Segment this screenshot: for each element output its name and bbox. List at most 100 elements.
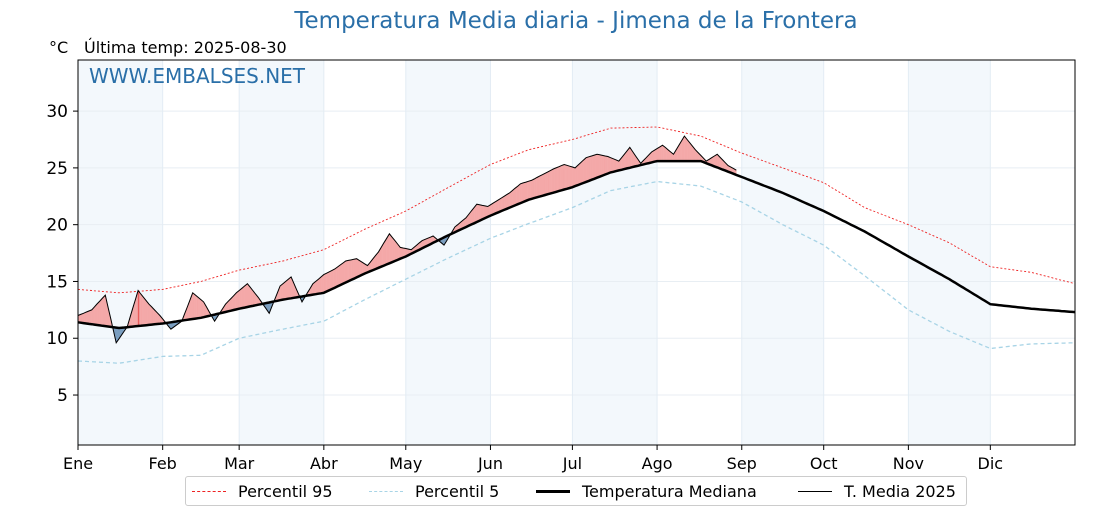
anomaly-fill: [655, 148, 658, 162]
anomaly-fill: [584, 157, 587, 183]
anomaly-fill: [505, 194, 508, 210]
anomaly-fill: [137, 289, 140, 327]
anomaly-fill: [603, 155, 606, 176]
anomaly-fill: [532, 178, 535, 199]
anomaly-fill: [587, 156, 589, 182]
anomaly-fill: [502, 195, 505, 211]
anomaly-fill: [689, 142, 692, 162]
anomaly-fill: [570, 166, 573, 188]
anomaly-fill: [340, 263, 342, 286]
anomaly-fill: [497, 199, 499, 214]
anomaly-fill: [375, 253, 378, 270]
legend-swatch-p5: [369, 490, 403, 492]
anomaly-fill: [499, 197, 502, 212]
y-tick-label-30: 30: [46, 102, 68, 122]
anomaly-fill: [394, 240, 397, 262]
anomaly-fill: [315, 279, 318, 295]
anomaly-fill: [92, 306, 95, 325]
anomaly-fill: [249, 286, 252, 307]
anomaly-fill: [94, 304, 96, 326]
anomaly-fill: [393, 238, 396, 262]
month-band-4: [741, 60, 824, 445]
anomaly-fill: [471, 208, 473, 225]
anomaly-fill: [279, 284, 282, 301]
x-tick-label-Mar: Mar: [224, 454, 255, 473]
anomaly-fill: [355, 258, 357, 279]
month-band-2: [405, 60, 491, 445]
anomaly-fill: [520, 183, 523, 204]
anomaly-fill: [234, 292, 237, 310]
anomaly-fill: [197, 296, 200, 319]
series-line-median: [77, 159, 1076, 330]
legend-label-p5: Percentil 5: [415, 481, 500, 501]
anomaly-fill: [382, 242, 385, 267]
anomaly-fill: [658, 146, 661, 162]
anomaly-fill: [550, 169, 553, 194]
anomaly-fill: [513, 187, 516, 207]
anomaly-fill: [607, 156, 610, 174]
x-tick-label-Oct: Oct: [810, 454, 838, 473]
x-tick-label-Ene: Ene: [63, 454, 93, 473]
anomaly-fill: [482, 205, 484, 220]
legend-swatch-media2025: [798, 490, 832, 492]
anomaly-fill: [591, 155, 594, 181]
anomaly-fill: [535, 177, 538, 199]
x-tick-label-Dic: Dic: [978, 454, 1004, 473]
anomaly-fill: [629, 146, 632, 169]
anomaly-fill: [684, 135, 686, 162]
anomaly-fill: [480, 204, 483, 221]
anomaly-fill: [525, 181, 528, 202]
anomaly-fill: [592, 154, 595, 180]
anomaly-fill: [472, 207, 475, 225]
legend-label-media2025: T. Media 2025: [844, 481, 956, 501]
anomaly-fill: [479, 204, 482, 222]
anomaly-fill: [654, 149, 656, 162]
anomaly-fill: [685, 137, 688, 162]
anomaly-fill: [509, 191, 512, 208]
anomaly-fill: [353, 258, 356, 279]
anomaly-fill: [232, 295, 234, 311]
anomaly-fill: [611, 157, 614, 173]
anomaly-fill: [348, 259, 350, 282]
anomaly-fill: [148, 303, 151, 326]
anomaly-fill: [606, 156, 609, 175]
anomaly-fill: [357, 259, 360, 278]
anomaly-fill: [330, 270, 333, 290]
anomaly-fill: [88, 310, 91, 325]
anomaly-fill: [562, 164, 565, 191]
anomaly-fill: [84, 311, 87, 324]
anomaly-fill: [538, 175, 540, 198]
anomaly-fill: [527, 180, 529, 201]
anomaly-fill: [196, 295, 199, 319]
legend-item-p5: Percentil 5: [369, 481, 499, 501]
anomaly-fill: [609, 156, 611, 174]
anomaly-fill: [360, 260, 363, 276]
series-line-p5: [77, 180, 1076, 364]
anomaly-fill: [87, 310, 90, 325]
anomaly-fill: [322, 274, 325, 294]
anomaly-fill: [99, 299, 102, 326]
anomaly-fill: [237, 290, 240, 310]
anomaly-fill: [251, 288, 254, 307]
anomaly-fill: [521, 182, 524, 203]
anomaly-fill: [682, 135, 685, 162]
watermark: WWW.EMBALSES.NET: [89, 64, 306, 88]
anomaly-fill: [389, 233, 391, 264]
anomaly-fill: [555, 167, 558, 193]
legend-label-p95: Percentil 95: [238, 481, 333, 501]
anomaly-fill: [195, 294, 198, 319]
anomaly-fill: [503, 195, 506, 211]
anomaly-fill: [141, 295, 144, 326]
anomaly-fill: [561, 164, 564, 191]
last-temp-label: Última temp: 2025-08-30: [84, 38, 287, 57]
anomaly-fill: [146, 300, 148, 326]
anomaly-fill: [512, 189, 514, 207]
anomaly-fill: [681, 137, 684, 162]
anomaly-fill: [599, 154, 602, 177]
anomaly-fill: [333, 268, 335, 289]
anomaly-fill: [495, 200, 498, 214]
anomaly-fill: [716, 153, 719, 169]
anomaly-fill: [286, 278, 289, 300]
anomaly-fill: [630, 148, 633, 168]
anomaly-fill: [626, 148, 629, 169]
